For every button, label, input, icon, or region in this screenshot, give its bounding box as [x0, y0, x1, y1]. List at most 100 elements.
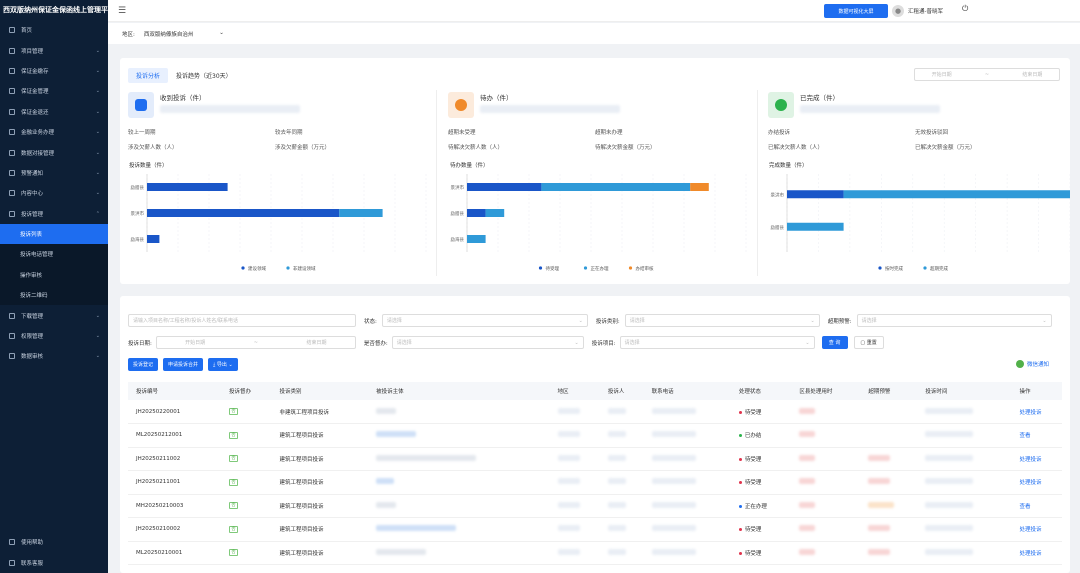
document-icon [128, 92, 154, 118]
sidebar-subitem[interactable]: 投诉二维码 [0, 285, 108, 306]
export-button[interactable]: ⤓ 导出 ⌄ [208, 358, 238, 371]
redacted-time [925, 501, 974, 508]
chevron-down-icon: ⌄ [810, 317, 815, 324]
complaint-id: JH20250220001 [128, 400, 222, 424]
redacted-name [607, 525, 626, 532]
row-action-link[interactable]: 处理投诉 [1011, 470, 1062, 495]
date-range-input[interactable]: 开始日期 ~ 结束日期 [155, 336, 356, 349]
user-name[interactable]: 汇租通-普晓军 [908, 9, 943, 15]
tab-analysis[interactable]: 投诉分析 [128, 68, 169, 83]
menu-item-icon [9, 210, 15, 217]
wechat-notify-button[interactable]: 微信通知 [1016, 360, 1049, 368]
type-select[interactable]: 请选择 ⌄ [624, 314, 820, 327]
stat-title: 已完成（件） [800, 94, 839, 102]
bar [467, 209, 486, 217]
supervise-badge: 否 [229, 525, 239, 533]
menu-toggle-icon[interactable]: ☰ [118, 5, 127, 16]
bar [467, 183, 542, 191]
legend-marker [538, 266, 543, 270]
sidebar-item[interactable]: 下载管理 ⌄ [0, 305, 108, 325]
region-select[interactable]: 西双版纳傣族自治州 ⌄ [141, 30, 227, 38]
query-button[interactable]: 查 询 [821, 336, 848, 349]
sidebar-item[interactable]: 保证金缴存 ⌄ [0, 61, 108, 81]
sidebar-item[interactable]: 首页 [0, 20, 108, 40]
overdue-select[interactable]: 请选择 ⌄ [856, 314, 1052, 327]
avatar[interactable]: ● [892, 5, 904, 17]
search-placeholder: 请输入项目名称/工程名称/投诉人姓名/联系电话 [133, 318, 239, 324]
sidebar-item[interactable]: 预警通知 ⌄ [0, 163, 108, 183]
status-dot [738, 457, 742, 461]
status-dot [738, 481, 742, 485]
sidebar-item-label: 数据对接管理 [21, 150, 55, 157]
sidebar-subitem[interactable]: 投诉电话管理 [0, 244, 108, 265]
sidebar-item-support[interactable]: 联系客服 [0, 553, 108, 573]
chevron-icon: ⌄ [95, 149, 100, 156]
redacted-duration [799, 548, 816, 555]
sidebar-item[interactable]: 金融业务办理 ⌄ [0, 122, 108, 142]
stat-row: 无效投诉驳回 [915, 130, 949, 136]
bar [787, 190, 844, 199]
sidebar-item-label: 下载管理 [21, 313, 44, 320]
column-header: 投诉编号 [128, 382, 222, 400]
stat-row: 已解决欠薪人数（人） [768, 145, 824, 151]
supervise-select[interactable]: 请选择 ⌄ [391, 336, 584, 349]
table-row: ML20250210001 否 建筑工程项目投诉 待受理 处理投诉 [128, 541, 1062, 565]
sidebar-item-label: 首页 [21, 28, 33, 35]
redacted-duration [799, 407, 816, 414]
column-header: 被投诉主体 [368, 382, 550, 400]
legend-label: 按时完成 [885, 265, 903, 272]
row-action-link[interactable]: 查看 [1011, 494, 1062, 518]
row-action-link[interactable]: 处理投诉 [1011, 447, 1062, 471]
bar [843, 190, 1070, 199]
sidebar-item[interactable]: 投诉管理 ⌃ [0, 204, 108, 224]
legend-label: 超期完成 [930, 265, 948, 272]
bar [339, 209, 383, 217]
supervise-badge: 否 [229, 502, 239, 510]
redacted-name [607, 548, 626, 555]
sidebar-subitem[interactable]: 操作审核 [0, 264, 108, 286]
complaint-id: JH20250211001 [128, 470, 222, 495]
chevron-icon: ⌄ [95, 333, 100, 340]
sidebar-subitem[interactable]: 投诉列表 [0, 223, 108, 245]
row-action-link[interactable]: 处理投诉 [1011, 541, 1062, 565]
row-action-link[interactable]: 处理投诉 [1011, 400, 1062, 424]
sidebar-item[interactable]: 保证金退还 ⌄ [0, 102, 108, 122]
sidebar-item[interactable]: 权限管理 ⌄ [0, 326, 108, 346]
sidebar-item[interactable]: 内容中心 ⌄ [0, 183, 108, 203]
redacted-name [607, 407, 626, 414]
redacted-duration [799, 454, 816, 461]
merge-button[interactable]: 申请投诉合并 [163, 358, 204, 371]
date-range-picker[interactable]: 开始日期 ~ 结束日期 [914, 68, 1060, 81]
sidebar-item[interactable]: 保证金管理 ⌄ [0, 81, 108, 101]
row-action-link[interactable]: 处理投诉 [1011, 517, 1062, 542]
sidebar-item[interactable]: 数据审核 ⌄ [0, 346, 108, 366]
y-tick-label: 景洪市 [131, 210, 145, 217]
power-icon[interactable]: ⏻ [962, 4, 969, 13]
bar [787, 222, 844, 231]
sidebar-item-label: 内容中心 [21, 191, 44, 198]
sidebar-item-help[interactable]: 使用帮助 [0, 532, 108, 552]
menu-item-icon [9, 312, 15, 319]
reset-button[interactable]: ▢ 重置 [853, 336, 884, 349]
menu-item-icon [9, 47, 15, 54]
y-tick-label: 景洪市 [771, 191, 785, 198]
redacted-subject [376, 525, 457, 532]
row-action-link[interactable]: 查看 [1011, 423, 1062, 448]
complaint-category: 建筑工程项目投诉 [271, 541, 369, 565]
sidebar-item[interactable]: 项目管理 ⌄ [0, 40, 108, 60]
status-dot [738, 410, 742, 414]
table-row: ML20250212001 否 建筑工程项目投诉 已办结 查看 [128, 423, 1062, 448]
column-header: 投诉督办 [221, 382, 272, 400]
redacted-region [557, 501, 580, 508]
search-input[interactable]: 请输入项目名称/工程名称/投诉人姓名/联系电话 [128, 314, 356, 327]
sidebar-item[interactable]: 数据对接管理 ⌄ [0, 142, 108, 162]
tab-trend[interactable]: 投诉趋势（近30天） [176, 73, 232, 80]
data-screen-button[interactable]: 数据可视化大屏 [824, 4, 888, 18]
status-dot [738, 504, 742, 508]
column-header: 超期预警 [860, 382, 918, 400]
item-select[interactable]: 请选择 ⌄ [619, 336, 815, 349]
register-button[interactable]: 投诉登记 [128, 358, 159, 371]
status-select[interactable]: 请选择 ⌄ [381, 314, 588, 327]
redacted-time [925, 548, 974, 555]
